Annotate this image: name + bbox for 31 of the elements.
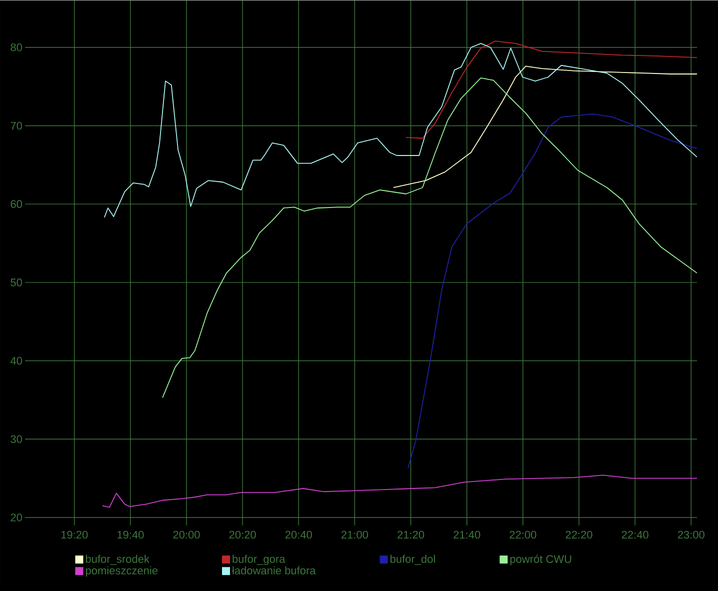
y-tick-label: 40 <box>10 356 22 365</box>
legend-label: pomieszczenie <box>86 566 158 576</box>
x-tick-label: 20:00 <box>173 530 200 538</box>
legend-label: bufor_dol <box>390 554 435 565</box>
x-tick-label: 22:00 <box>510 530 536 538</box>
line-series <box>162 77 697 398</box>
line-series <box>102 474 697 508</box>
x-tick-label: 20:40 <box>285 530 312 538</box>
legend-label: bufor_srodek <box>86 554 150 565</box>
legend-label: ładowanie bufora <box>232 566 316 574</box>
x-tick-label: 23:00 <box>678 530 704 538</box>
x-tick-label: 19:40 <box>117 530 144 538</box>
x-tick-label: 21:40 <box>454 530 480 538</box>
y-tick-label: 80 <box>10 43 22 52</box>
y-tick-label: 20 <box>10 513 22 522</box>
y-tick-label: 30 <box>10 435 22 443</box>
x-tick-label: 22:20 <box>566 530 592 538</box>
line-series <box>408 113 697 468</box>
line-series <box>392 66 697 188</box>
legend-label: powrót CWU <box>510 554 572 565</box>
x-tick-label: 20:20 <box>229 530 256 538</box>
x-tick-label: 22:40 <box>622 530 648 538</box>
x-tick-label: 21:20 <box>398 530 424 538</box>
y-tick-label: 60 <box>10 200 22 208</box>
line-series <box>104 42 697 218</box>
legend-label: bufor_gora <box>232 554 286 565</box>
x-tick-label: 19:20 <box>61 530 88 538</box>
y-tick-label: 70 <box>10 122 22 130</box>
y-tick-label: 50 <box>10 278 22 286</box>
line-series <box>406 40 697 139</box>
x-tick-label: 21:00 <box>341 530 368 538</box>
